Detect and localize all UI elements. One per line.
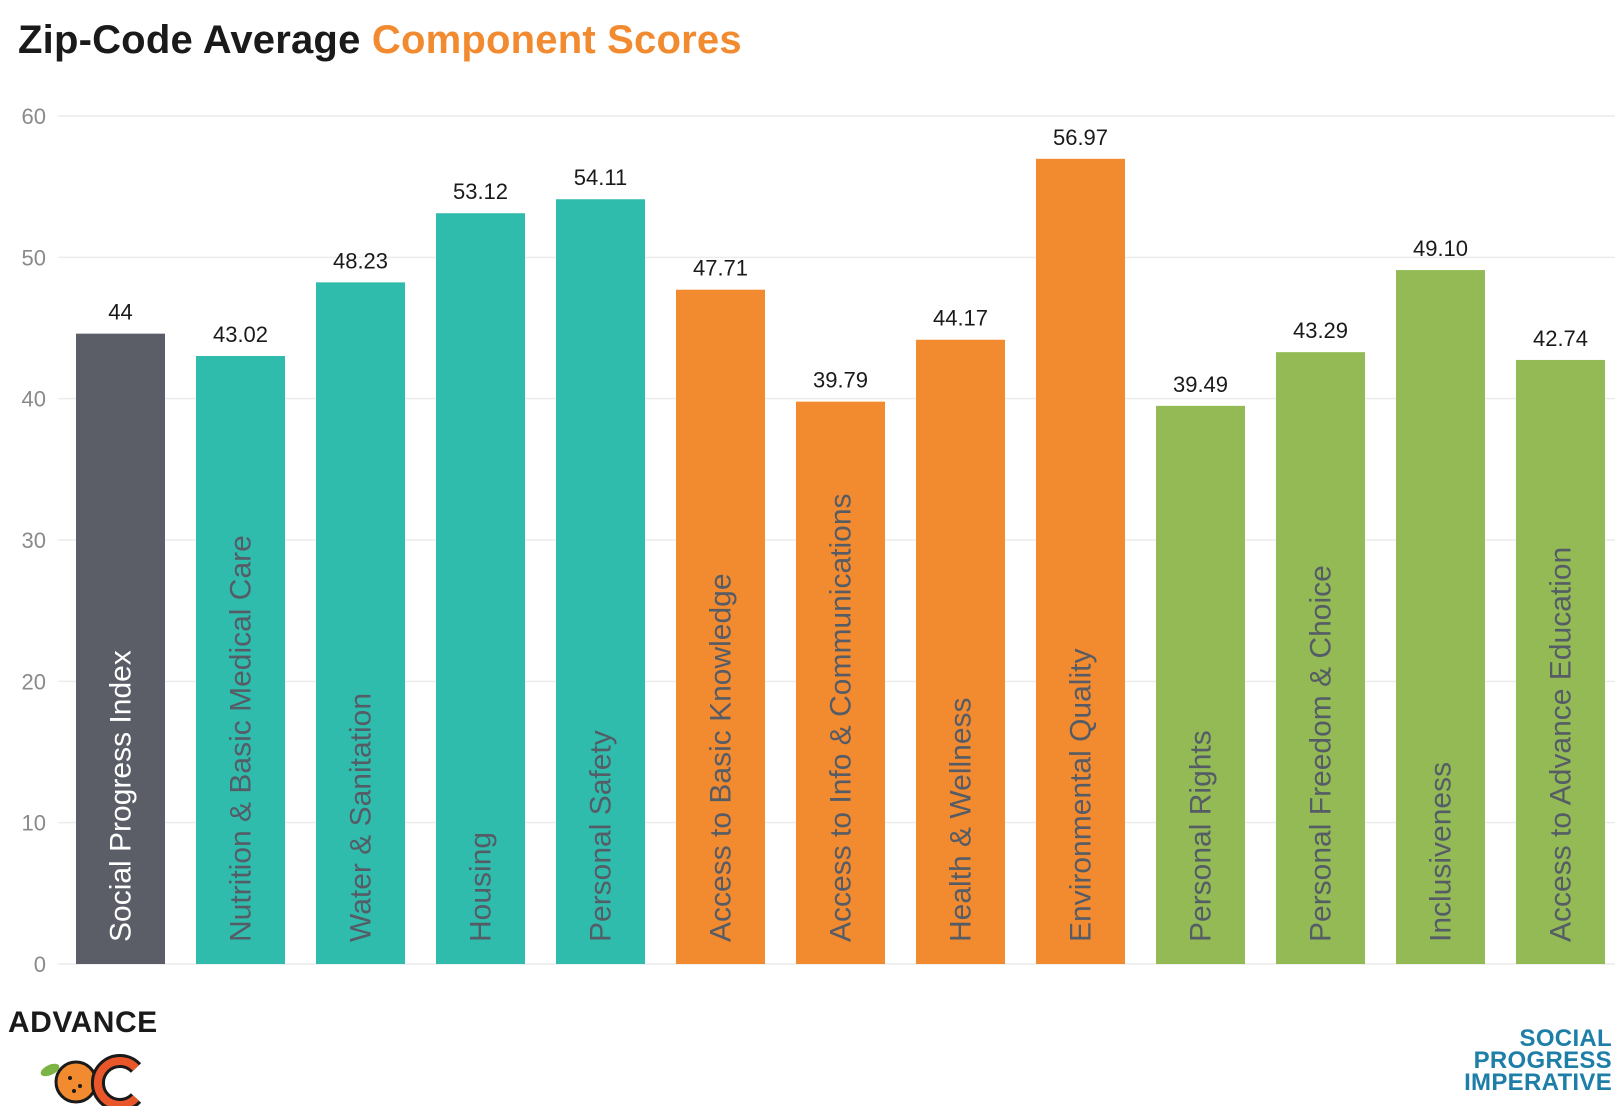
- category-label: Nutrition & Basic Medical Care: [225, 535, 258, 942]
- bar: [916, 339, 1005, 964]
- value-label: 39.79: [813, 368, 868, 393]
- y-tick-label: 10: [22, 811, 46, 836]
- value-label: 53.12: [453, 179, 508, 204]
- y-axis-ticks: 0 10 20 30 40 50 60: [22, 104, 46, 977]
- value-label: 43.02: [213, 322, 268, 347]
- value-label: 54.11: [574, 165, 627, 190]
- bar: [316, 282, 405, 964]
- advance-oc-logo: ADVANCE: [8, 1006, 178, 1106]
- category-label: Personal Rights: [1185, 730, 1218, 942]
- bar: [796, 401, 885, 965]
- bar: [1036, 158, 1125, 965]
- value-label: 47.71: [693, 256, 748, 281]
- bar: [436, 213, 525, 965]
- spi-line-3: IMPERATIVE: [1464, 1069, 1612, 1096]
- bar: [1516, 359, 1605, 964]
- value-label: 42.74: [1533, 326, 1588, 351]
- bar: [556, 199, 645, 964]
- bar: [1276, 352, 1365, 965]
- c-letter-fill: [93, 1057, 139, 1106]
- value-label: 48.23: [333, 248, 388, 273]
- orange-icon: [40, 1054, 142, 1106]
- orange-dot: [68, 1076, 72, 1080]
- title-part-2: Component Scores: [371, 18, 742, 62]
- spi-line-1: SOCIAL: [1519, 1025, 1612, 1052]
- bar: [1156, 405, 1245, 965]
- value-label: 44.17: [933, 306, 988, 331]
- category-label: Health & Wellness: [945, 697, 978, 942]
- leaf-shape: [40, 1063, 60, 1077]
- value-label: 44: [108, 300, 132, 325]
- value-label: 39.49: [1173, 372, 1228, 397]
- bar: [76, 333, 165, 964]
- category-labels: Social Progress Index Nutrition & Basic M…: [105, 493, 1578, 942]
- title-part-1: Zip-Code Average: [18, 18, 361, 62]
- bar: [196, 355, 285, 964]
- category-label: Inclusiveness: [1425, 762, 1458, 942]
- category-label: Housing: [465, 832, 498, 942]
- category-label: Access to Info & Communications: [825, 493, 858, 942]
- category-label: Water & Sanitation: [345, 693, 378, 942]
- spi-line-2: PROGRESS: [1473, 1047, 1612, 1074]
- category-label: Access to Basic Knowledge: [705, 573, 738, 942]
- category-label: Personal Freedom & Choice: [1305, 565, 1338, 942]
- orange-shape: [54, 1060, 98, 1104]
- y-tick-label: 50: [22, 245, 46, 270]
- advance-logo-text: ADVANCE: [8, 1006, 158, 1039]
- bar: [676, 289, 765, 964]
- social-progress-imperative-logo: SOCIAL PROGRESS IMPERATIVE: [1464, 1025, 1612, 1096]
- orange-dot: [78, 1084, 82, 1088]
- value-labels: 44 43.02 48.23 53.12 54.11 47.71 39.79 44.17 56.…: [108, 125, 1588, 397]
- category-label: Access to Advance Education: [1545, 547, 1578, 942]
- orange-dot: [72, 1089, 76, 1093]
- bars: [76, 158, 1605, 965]
- y-tick-label: 0: [34, 952, 46, 977]
- category-label: Personal Safety: [585, 730, 618, 942]
- y-tick-label: 30: [22, 528, 46, 553]
- y-tick-label: 60: [22, 104, 46, 129]
- y-tick-label: 20: [22, 669, 46, 694]
- category-label: Environmental Quality: [1065, 649, 1098, 942]
- value-label: 49.10: [1413, 236, 1468, 261]
- value-label: 56.97: [1053, 125, 1108, 150]
- y-tick-label: 40: [22, 387, 46, 412]
- bar: [1396, 270, 1485, 964]
- chart-title: Zip-Code Average Component Scores: [18, 18, 742, 63]
- value-label: 43.29: [1293, 318, 1348, 343]
- category-label: Social Progress Index: [105, 650, 138, 942]
